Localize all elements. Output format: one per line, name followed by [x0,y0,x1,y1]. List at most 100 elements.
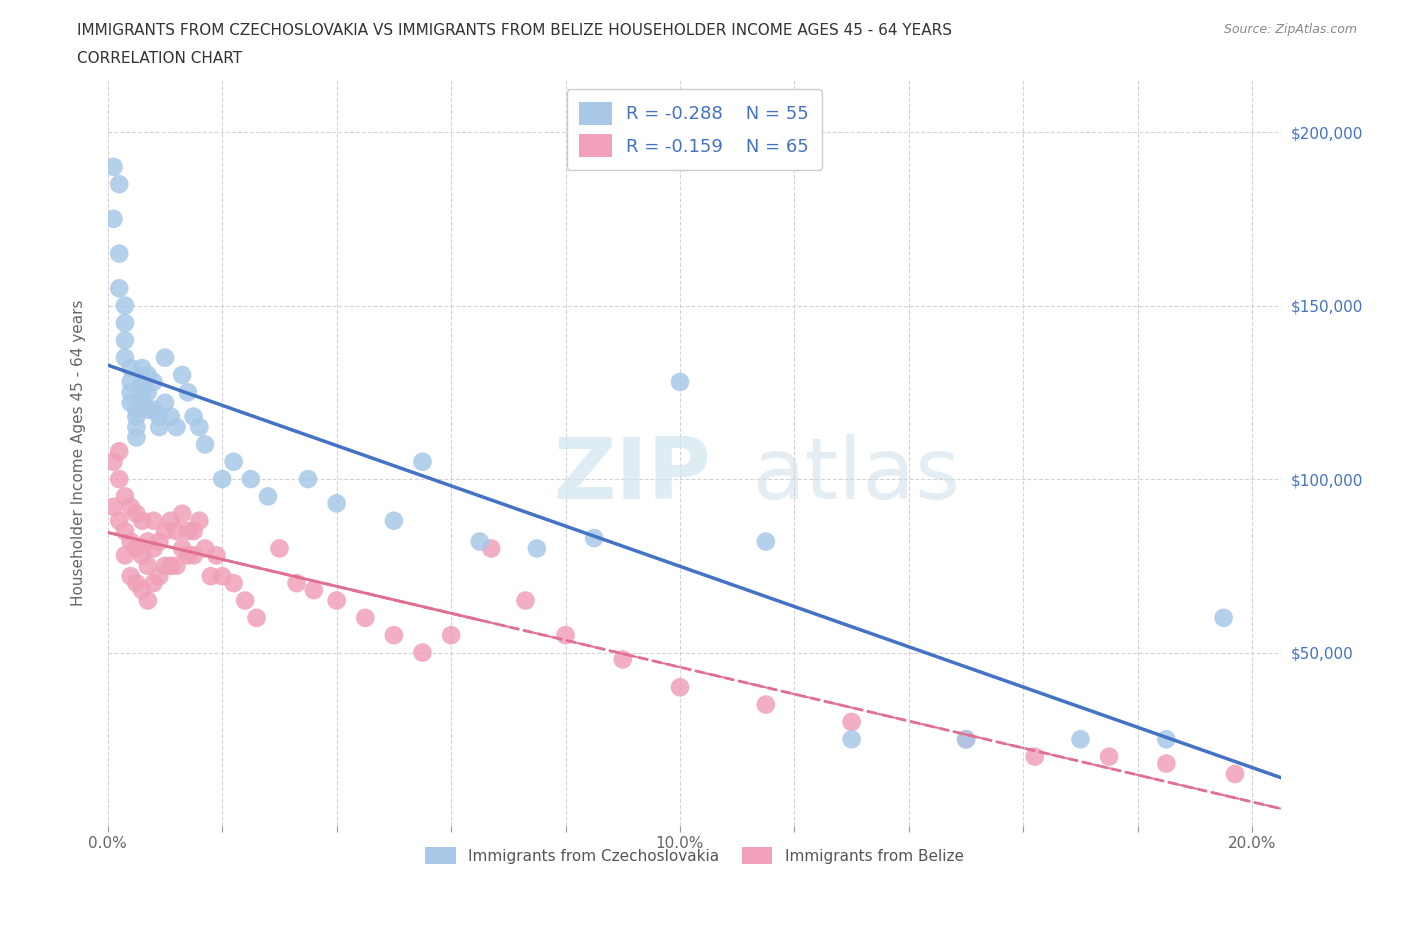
Point [131,513,153,528]
Point [159,558,181,573]
Point [269,541,291,556]
Text: atlas: atlas [754,434,960,517]
Point [114,524,136,538]
Point [172,541,194,556]
Point [205,548,228,563]
Point [148,534,170,549]
Point [108,444,131,458]
Point [183,524,205,538]
Point [841,714,863,729]
Point [325,593,347,608]
Point [153,524,176,538]
Point [125,403,148,418]
Point [1070,732,1092,747]
Point [1156,756,1178,771]
Point [131,395,153,410]
Point [103,159,125,174]
Point [257,489,280,504]
Point [233,593,256,608]
Point [200,569,222,584]
Point [108,472,131,486]
Point [148,409,170,424]
Point [103,499,125,514]
Point [136,367,159,382]
Point [108,246,131,261]
Point [153,351,176,365]
Point [297,472,319,486]
Point [172,367,194,382]
Text: Source: ZipAtlas.com: Source: ZipAtlas.com [1223,23,1357,36]
Point [222,454,245,469]
Point [468,534,491,549]
Point [103,211,125,226]
Point [131,583,153,598]
Point [239,472,262,486]
Point [222,576,245,591]
Point [1024,750,1046,764]
Point [125,430,148,445]
Point [285,576,308,591]
Text: IMMIGRANTS FROM CZECHOSLOVAKIA VS IMMIGRANTS FROM BELIZE HOUSEHOLDER INCOME AGES: IMMIGRANTS FROM CZECHOSLOVAKIA VS IMMIGR… [77,23,952,38]
Point [325,496,347,511]
Point [142,403,165,418]
Point [177,385,200,400]
Point [669,375,692,390]
Point [108,281,131,296]
Point [382,513,405,528]
Point [108,177,131,192]
Point [120,385,142,400]
Point [194,437,217,452]
Point [669,680,692,695]
Point [554,628,576,643]
Point [1212,610,1234,625]
Point [136,593,159,608]
Point [354,610,377,625]
Point [183,548,205,563]
Point [211,569,233,584]
Point [755,698,778,712]
Legend: Immigrants from Czechoslovakia, Immigrants from Belize: Immigrants from Czechoslovakia, Immigran… [419,841,970,870]
Point [165,558,187,573]
Point [188,513,211,528]
Point [114,489,136,504]
Point [120,499,142,514]
Point [125,506,148,521]
Point [125,409,148,424]
Point [136,558,159,573]
Point [1156,732,1178,747]
Point [142,576,165,591]
Point [125,541,148,556]
Point [159,409,181,424]
Point [188,419,211,434]
Point [136,534,159,549]
Point [159,513,181,528]
Point [114,351,136,365]
Point [841,732,863,747]
Point [120,534,142,549]
Text: ZIP: ZIP [554,434,711,517]
Point [411,454,433,469]
Point [302,583,325,598]
Point [382,628,405,643]
Point [440,628,463,643]
Point [177,548,200,563]
Point [479,541,502,556]
Point [165,524,187,538]
Point [411,645,433,660]
Point [165,419,187,434]
Point [142,375,165,390]
Point [114,333,136,348]
Point [125,419,148,434]
Point [515,593,537,608]
Point [148,419,170,434]
Point [194,541,217,556]
Point [245,610,267,625]
Point [612,652,634,667]
Point [583,531,606,546]
Point [1098,750,1121,764]
Text: CORRELATION CHART: CORRELATION CHART [77,51,242,66]
Point [120,361,142,376]
Point [125,576,148,591]
Point [142,513,165,528]
Point [103,454,125,469]
